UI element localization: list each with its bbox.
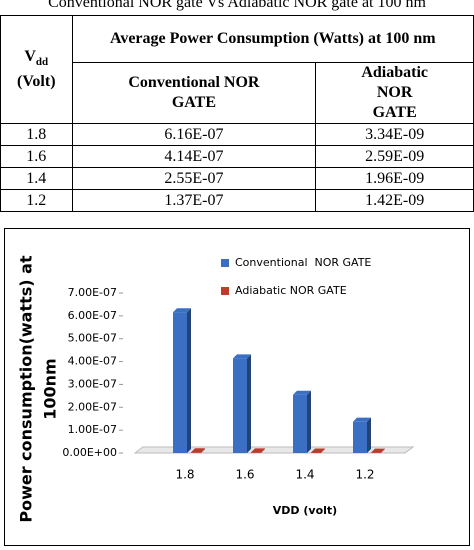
vdd-header: Vdd (Volt) xyxy=(1,16,73,124)
table-cell: 2.59E-09 xyxy=(316,146,474,168)
bar xyxy=(353,422,367,453)
table-cell: 1.37E-07 xyxy=(72,190,316,212)
chart-box: 0.00E+00 1.00E-07 2.00E-07 3.00E-07 4.00E-07… xyxy=(4,228,470,546)
x-tick-label: 1.2 xyxy=(355,468,374,482)
x-tick-label: 1.4 xyxy=(295,468,314,482)
bar xyxy=(173,312,187,453)
legend-key xyxy=(221,287,229,295)
y-tick-label: 5.00E-07 xyxy=(68,332,117,345)
caption: Conventional NOR gate Vs Adiabatic NOR g… xyxy=(0,0,474,12)
y-axis-label: 100nm xyxy=(41,358,60,419)
vdd-subscript: dd xyxy=(36,56,48,68)
legend-label: Conventional NOR GATE xyxy=(235,256,371,269)
bar-side xyxy=(247,354,251,453)
legend-label: Adiabatic NOR GATE xyxy=(235,284,347,297)
bar xyxy=(251,452,261,453)
bar-side xyxy=(307,391,311,453)
table-cell: 2.55E-07 xyxy=(72,168,316,190)
y-tick-label: 6.00E-07 xyxy=(68,309,117,322)
table-cell: 1.6 xyxy=(1,146,73,168)
y-tick-label: 7.00E-07 xyxy=(68,286,117,299)
subheader: Conventional NOR GATE xyxy=(72,63,316,124)
table-cell: 1.8 xyxy=(1,124,73,146)
y-tick-label: 3.00E-07 xyxy=(68,377,117,390)
bar-side xyxy=(187,308,191,453)
table-cell: 3.34E-09 xyxy=(316,124,474,146)
legend-key xyxy=(221,259,229,267)
x-tick-label: 1.8 xyxy=(175,468,194,482)
table-cell: 1.42E-09 xyxy=(316,190,474,212)
table-cell: 1.2 xyxy=(1,190,73,212)
group-header: Average Power Consumption (Watts) at 100… xyxy=(72,16,473,63)
y-axis-label: Power consumption(watts) at xyxy=(17,255,36,523)
table-cell: 1.4 xyxy=(1,168,73,190)
vdd-unit: (Volt) xyxy=(17,73,56,90)
y-tick-label: 0.00E+00 xyxy=(62,446,117,459)
y-tick-label: 1.00E-07 xyxy=(68,423,117,436)
results-table: Vdd (Volt) Average Power Consumption (Wa… xyxy=(0,15,474,212)
bar-side xyxy=(367,418,371,453)
subheader: Adiabatic NOR GATE xyxy=(316,63,474,124)
x-tick-label: 1.6 xyxy=(235,468,254,482)
bar xyxy=(293,395,307,453)
vdd-symbol: V xyxy=(24,48,36,65)
y-tick-label: 4.00E-07 xyxy=(68,355,117,368)
x-axis-label: VDD (volt) xyxy=(273,504,337,517)
bar xyxy=(233,358,247,453)
bar xyxy=(191,452,201,453)
table-cell: 6.16E-07 xyxy=(72,124,316,146)
table-cell: 4.14E-07 xyxy=(72,146,316,168)
y-tick-label: 2.00E-07 xyxy=(68,400,117,413)
table-cell: 1.96E-09 xyxy=(316,168,474,190)
chart: 0.00E+00 1.00E-07 2.00E-07 3.00E-07 4.00E-07… xyxy=(5,229,469,545)
